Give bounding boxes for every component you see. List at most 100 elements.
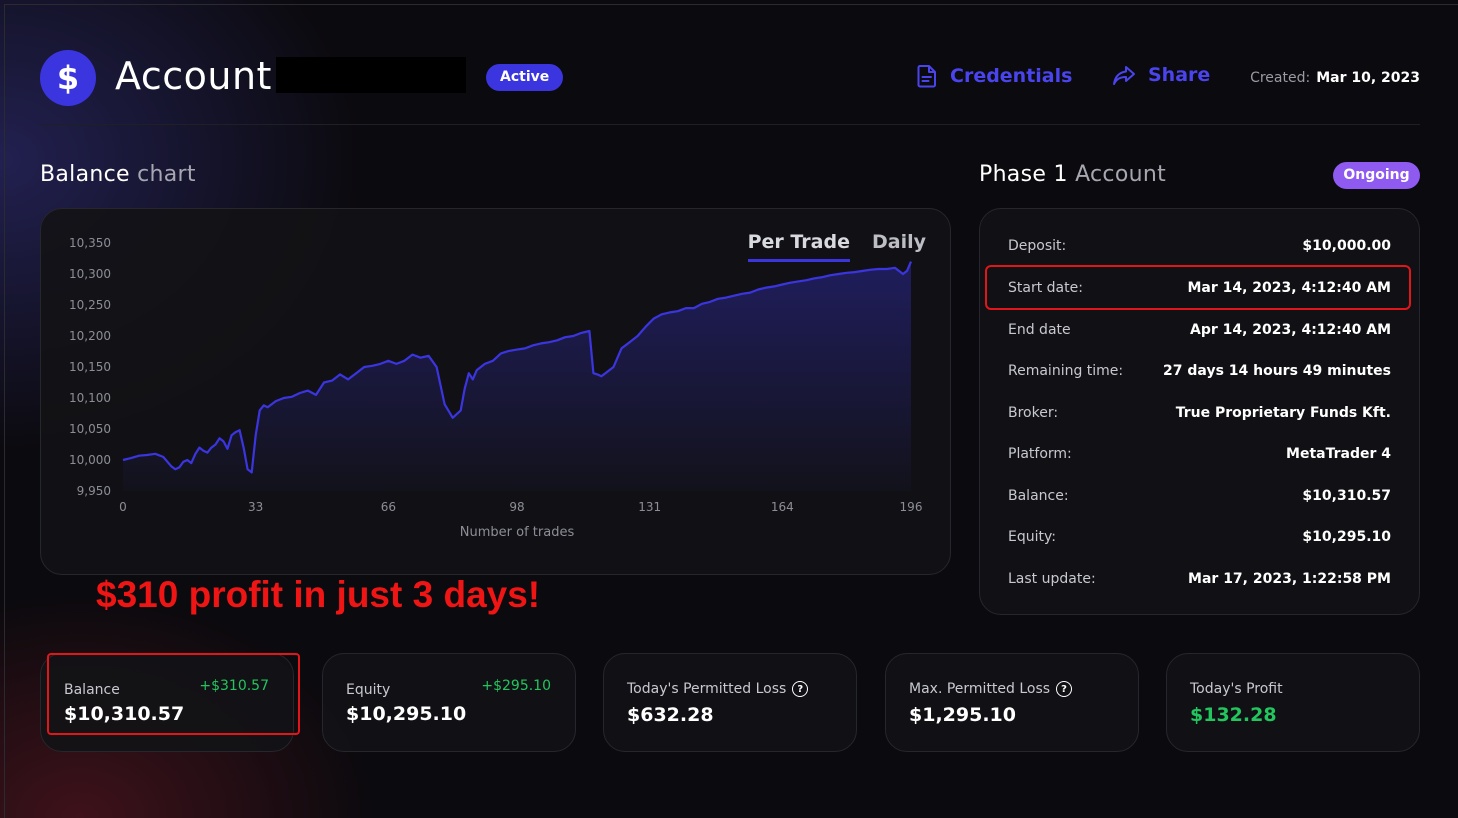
info-label: Broker: [1008, 405, 1059, 421]
info-value: 27 days 14 hours 49 minutes [1163, 363, 1391, 379]
page-header: $ Account Active Credentials Share Creat… [40, 50, 1420, 106]
status-badge-active: Active [486, 64, 564, 91]
stat-card-todays-profit: Today's Profit $132.28 [1166, 653, 1420, 752]
credentials-button[interactable]: Credentials [916, 64, 1072, 88]
info-label: Last update: [1008, 571, 1096, 587]
stat-card-todays-permitted-loss: Today's Permitted Loss ? $632.28 [603, 653, 857, 752]
stat-label: Today's Profit [1190, 681, 1283, 697]
x-tick-label: 164 [771, 500, 794, 514]
x-axis-label: Number of trades [460, 525, 575, 540]
balance-line [122, 261, 913, 474]
start-date-highlight [985, 265, 1411, 310]
stat-value: $132.28 [1190, 704, 1277, 726]
stat-value: $632.28 [627, 704, 714, 726]
y-tick-label: 9,950 [77, 484, 111, 498]
y-tick-label: 10,100 [69, 391, 111, 405]
stat-label: Balance [64, 682, 120, 698]
page-title: Account [115, 54, 272, 98]
stat-label: Today's Permitted Loss [627, 681, 787, 697]
redacted-account-id [276, 57, 466, 93]
stat-value: $10,295.10 [346, 703, 467, 725]
chart-tabs: Per Trade Daily [747, 231, 926, 262]
tab-daily[interactable]: Daily [871, 231, 926, 253]
y-tick-label: 10,200 [69, 329, 111, 343]
promo-annotation: $310 profit in just 3 days! [96, 574, 541, 615]
stat-delta: +$295.10 [481, 678, 551, 694]
info-label: Balance: [1008, 488, 1069, 504]
x-tick-label: 0 [119, 500, 127, 514]
share-button[interactable]: Share [1112, 64, 1210, 86]
info-value: $10,310.57 [1302, 488, 1391, 504]
info-label: Platform: [1008, 446, 1072, 462]
balance-chart-title-dim: chart [137, 162, 196, 187]
document-icon [916, 64, 938, 88]
info-value: MetaTrader 4 [1286, 446, 1391, 462]
info-row-balance: Balance: $10,310.57 [1008, 475, 1391, 517]
info-row-start-date: Start date: Mar 14, 2023, 4:12:40 AM [1008, 267, 1391, 309]
y-tick-label: 10,050 [69, 422, 111, 436]
info-value: $10,295.10 [1302, 529, 1391, 545]
x-tick-label: 98 [509, 500, 524, 514]
frame-border-top [4, 4, 1458, 5]
info-row-equity: Equity: $10,295.10 [1008, 516, 1391, 558]
frame-border-left [4, 4, 5, 818]
balance-highlight [47, 653, 300, 735]
share-arrow-icon [1112, 64, 1136, 86]
stat-card-equity: Equity +$295.10 $10,295.10 [322, 653, 576, 752]
created-label: Created: [1250, 70, 1311, 86]
stat-card-balance: Balance +$310.57 $10,310.57 [40, 653, 294, 752]
info-label: End date [1008, 322, 1071, 338]
question-circle-icon[interactable]: ? [792, 681, 809, 697]
y-tick-label: 10,150 [69, 360, 111, 374]
y-tick-label: 10,300 [69, 267, 111, 281]
balance-chart-card: 10,350 10,300 10,250 10,200 10,150 10,100 10,0… [40, 208, 951, 575]
tab-per-trade[interactable]: Per Trade [747, 231, 850, 262]
stat-value: $10,310.57 [64, 703, 185, 725]
info-row-platform: Platform: MetaTrader 4 [1008, 433, 1391, 475]
share-label: Share [1148, 64, 1211, 86]
created-value: Mar 10, 2023 [1316, 70, 1420, 86]
stat-label-wrap: Today's Permitted Loss ? [627, 681, 809, 697]
x-tick-label: 196 [900, 500, 923, 514]
stat-delta: +$310.57 [199, 678, 269, 694]
phase-title-dim: Account [1075, 162, 1167, 187]
credentials-label: Credentials [950, 65, 1073, 87]
x-tick-label: 33 [248, 500, 263, 514]
info-label: Deposit: [1008, 238, 1067, 254]
balance-area [123, 261, 911, 491]
account-info-card: Deposit: $10,000.00 Start date: Mar 14, 20… [979, 208, 1420, 615]
info-label: Remaining time: [1008, 363, 1124, 379]
x-tick-label: 131 [638, 500, 661, 514]
header-divider [40, 124, 1420, 125]
info-value: Mar 17, 2023, 1:22:58 PM [1188, 571, 1391, 587]
logo-symbol: $ [56, 59, 80, 97]
info-row-deposit: Deposit: $10,000.00 [1008, 225, 1391, 267]
balance-chart-title: Balance chart [40, 162, 196, 187]
y-tick-label: 10,000 [69, 453, 111, 467]
stat-card-max-permitted-loss: Max. Permitted Loss ? $1,295.10 [885, 653, 1139, 752]
info-value: Apr 14, 2023, 4:12:40 AM [1189, 322, 1391, 338]
stat-value: $1,295.10 [909, 704, 1016, 726]
balance-chart-title-main: Balance [40, 162, 130, 187]
info-row-broker: Broker: True Proprietary Funds Kft. [1008, 392, 1391, 434]
info-value: Mar 14, 2023, 4:12:40 AM [1187, 280, 1391, 296]
status-badge-ongoing: Ongoing [1333, 162, 1420, 189]
info-value: $10,000.00 [1302, 238, 1391, 254]
phase-title-main: Phase 1 [979, 162, 1068, 187]
info-row-end-date: End date Apr 14, 2023, 4:12:40 AM [1008, 309, 1391, 351]
question-circle-icon[interactable]: ? [1056, 681, 1073, 697]
stat-label: Max. Permitted Loss [909, 681, 1051, 697]
x-tick-label: 66 [381, 500, 396, 514]
info-value: True Proprietary Funds Kft. [1175, 405, 1391, 421]
dollar-logo-icon: $ [40, 50, 96, 106]
created-date: Created: Mar 10, 2023 [1250, 70, 1420, 86]
y-tick-label: 10,350 [69, 236, 111, 250]
info-row-remaining-time: Remaining time: 27 days 14 hours 49 minut… [1008, 350, 1391, 392]
info-label: Equity: [1008, 529, 1056, 545]
stat-label: Equity [346, 682, 391, 698]
info-row-last-update: Last update: Mar 17, 2023, 1:22:58 PM [1008, 558, 1391, 600]
y-tick-label: 10,250 [69, 298, 111, 312]
stat-label-wrap: Max. Permitted Loss ? [909, 681, 1073, 697]
phase-title: Phase 1 Account [979, 162, 1166, 187]
info-label: Start date: [1008, 280, 1083, 296]
